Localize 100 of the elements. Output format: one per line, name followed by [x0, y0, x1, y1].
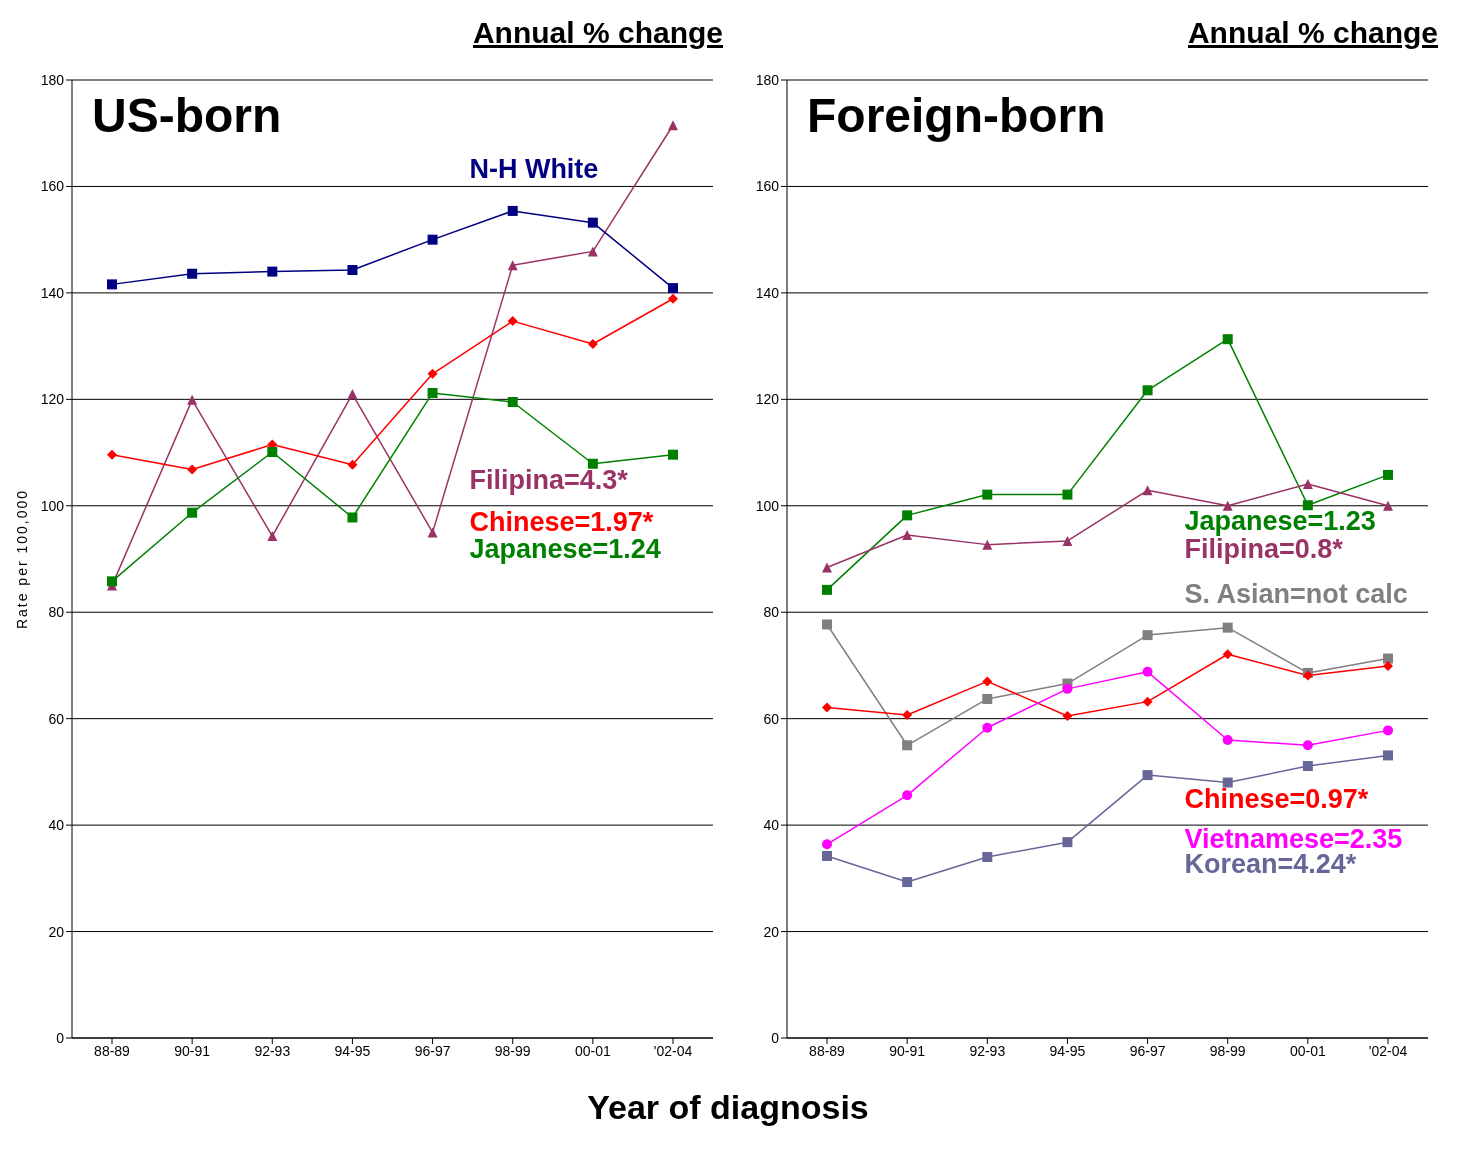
point [822, 584, 832, 595]
point [668, 120, 678, 131]
point [187, 268, 198, 279]
point [982, 539, 993, 550]
point [1222, 622, 1233, 633]
point [822, 702, 832, 713]
point [587, 217, 598, 228]
x-tick-label: 92-93 [254, 1042, 291, 1059]
point [267, 447, 278, 458]
point [507, 205, 518, 216]
point [587, 246, 598, 257]
point [187, 507, 198, 518]
y-tick-label: 80 [763, 604, 780, 621]
point [1062, 711, 1073, 722]
point [982, 676, 993, 687]
point [1142, 770, 1153, 781]
point [822, 562, 832, 573]
y-axis-title: Rate per 100,000 [14, 488, 30, 630]
point [427, 234, 438, 245]
x-tick-label: 88-89 [809, 1042, 846, 1059]
x-tick-label: 96-97 [414, 1042, 451, 1059]
text: Annual % change [472, 16, 723, 50]
point [902, 530, 913, 541]
y-tick-label: 140 [755, 284, 780, 301]
y-tick-label: 100 [755, 497, 780, 514]
point [187, 464, 198, 475]
point [1383, 500, 1393, 511]
y-tick-label: 40 [763, 817, 780, 834]
x-tick-label: 92-93 [969, 1042, 1006, 1059]
point [1062, 535, 1073, 546]
point [902, 709, 913, 720]
point [427, 387, 438, 398]
point [1142, 630, 1153, 641]
point [1302, 500, 1313, 511]
series-label: N-H White [469, 153, 599, 186]
point [1142, 485, 1153, 496]
point [107, 279, 117, 290]
x-tick-label: 00-01 [1289, 1042, 1326, 1059]
x-tick-label: 90-91 [889, 1042, 926, 1059]
x-tick-label: 96-97 [1129, 1042, 1166, 1059]
y-tick-label: 20 [763, 923, 780, 940]
point [902, 510, 913, 521]
point [587, 338, 598, 349]
x-tick-label: 98-99 [494, 1042, 531, 1059]
y-tick-label: 0 [771, 1029, 780, 1046]
point [1302, 478, 1313, 489]
point [1222, 777, 1233, 788]
x-tick-label: 94-95 [1049, 1042, 1086, 1059]
y-tick-label: 120 [40, 391, 65, 408]
y-tick-label: 80 [48, 604, 65, 621]
x-tick-label: 00-01 [574, 1042, 611, 1059]
point [1383, 469, 1393, 480]
point [822, 619, 832, 630]
point [982, 693, 993, 704]
point [902, 790, 913, 801]
y-tick-label: 20 [48, 923, 65, 940]
point [347, 512, 358, 523]
point [507, 316, 518, 327]
y-tick-label: 0 [56, 1029, 65, 1046]
point [427, 368, 438, 379]
x-tick-label: '02-04 [1368, 1042, 1408, 1059]
point [107, 449, 117, 460]
point [668, 293, 678, 304]
point [1062, 489, 1073, 500]
point [1383, 750, 1393, 761]
y-tick-label: 180 [755, 71, 780, 88]
text: Annual % change [1187, 16, 1438, 50]
point [1142, 696, 1153, 707]
point [1302, 761, 1313, 772]
point [1142, 385, 1153, 396]
x-axis-title: Year of diagnosis [586, 1088, 870, 1127]
y-tick-label: 100 [40, 497, 65, 514]
point [267, 531, 278, 542]
point [982, 722, 993, 733]
point [267, 266, 278, 277]
point [1383, 660, 1393, 671]
point [982, 489, 993, 500]
y-tick-label: 180 [40, 71, 65, 88]
y-tick-label: 160 [40, 178, 65, 195]
x-tick-label: 94-95 [334, 1042, 371, 1059]
point [1222, 334, 1233, 345]
chart-title: US-born [92, 88, 282, 143]
point [822, 850, 832, 861]
series-label: Filipina=4.3* [469, 464, 628, 497]
text: Chinese=0.97* [1184, 782, 1369, 815]
point [1302, 740, 1313, 751]
point [507, 396, 518, 407]
point [187, 394, 198, 405]
point [1142, 666, 1153, 677]
x-tick-label: '02-04 [653, 1042, 693, 1059]
point [427, 527, 438, 538]
y-tick-label: 40 [48, 817, 65, 834]
point [1222, 649, 1233, 660]
point [902, 877, 913, 888]
y-tick-label: 120 [755, 391, 780, 408]
y-tick-label: 60 [48, 710, 65, 727]
chart-title: Foreign-born [807, 88, 1106, 143]
point [347, 389, 358, 400]
y-tick-label: 160 [755, 178, 780, 195]
point [982, 852, 993, 863]
